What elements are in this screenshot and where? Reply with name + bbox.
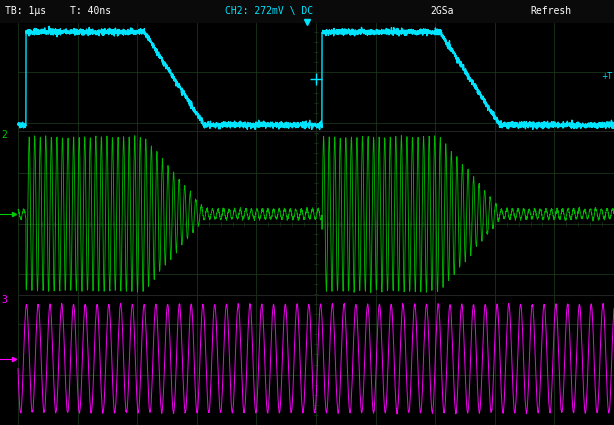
- Bar: [0, 0, 614, 22]
- Text: 3: 3: [1, 295, 7, 305]
- Text: 2: 2: [1, 130, 7, 140]
- Text: 2GSa: 2GSa: [430, 6, 454, 16]
- Text: +T: +T: [601, 72, 612, 81]
- Text: TB: 1μs: TB: 1μs: [5, 6, 46, 16]
- Text: Refresh: Refresh: [530, 6, 571, 16]
- Text: T: 40ns: T: 40ns: [70, 6, 111, 16]
- Text: CH2: 272mV \ DC: CH2: 272mV \ DC: [225, 6, 313, 16]
